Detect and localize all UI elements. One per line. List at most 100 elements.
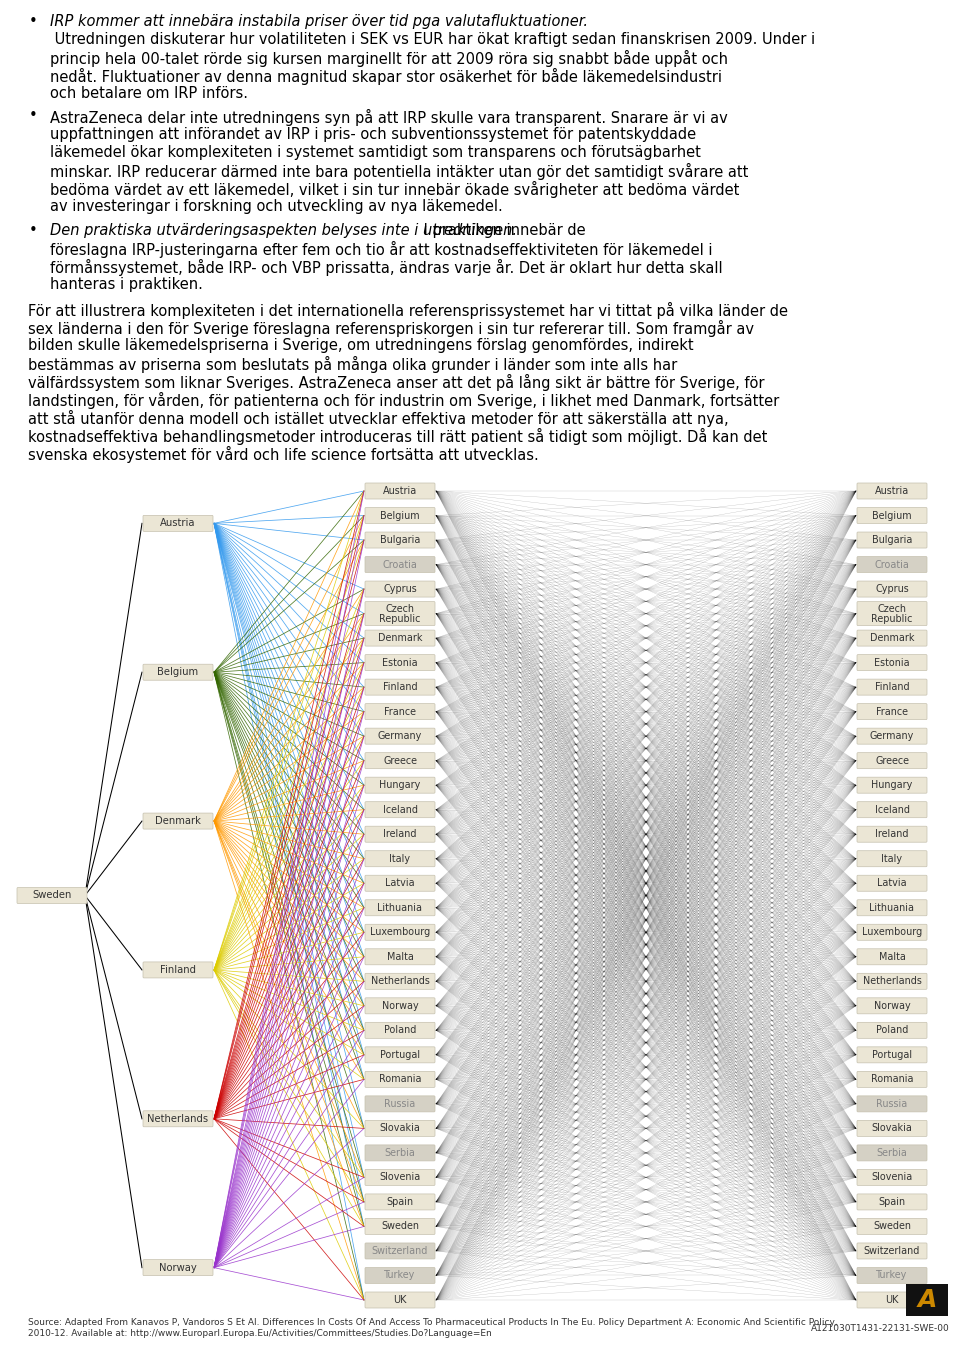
Text: Belgium: Belgium: [873, 511, 912, 521]
Text: Belgium: Belgium: [380, 511, 420, 521]
FancyBboxPatch shape: [143, 515, 213, 531]
Text: Netherlands: Netherlands: [863, 976, 922, 987]
Text: Russia: Russia: [384, 1099, 416, 1109]
FancyBboxPatch shape: [365, 483, 435, 499]
FancyBboxPatch shape: [365, 753, 435, 769]
Text: •: •: [29, 108, 37, 123]
Text: Latvia: Latvia: [877, 879, 907, 888]
Text: Germany: Germany: [378, 731, 422, 741]
Text: Norway: Norway: [382, 1000, 419, 1011]
Text: Romania: Romania: [379, 1075, 421, 1084]
FancyBboxPatch shape: [857, 602, 927, 626]
FancyBboxPatch shape: [365, 507, 435, 523]
Text: välfärdssystem som liknar Sveriges. AstraZeneca anser att det på lång sikt är bä: välfärdssystem som liknar Sveriges. Astr…: [28, 375, 764, 391]
Text: Netherlands: Netherlands: [148, 1114, 208, 1124]
FancyBboxPatch shape: [365, 1096, 435, 1111]
FancyBboxPatch shape: [857, 1121, 927, 1137]
Text: och betalare om IRP införs.: och betalare om IRP införs.: [50, 87, 248, 101]
Text: Lithuania: Lithuania: [377, 903, 422, 913]
FancyBboxPatch shape: [857, 483, 927, 499]
FancyBboxPatch shape: [857, 900, 927, 915]
FancyBboxPatch shape: [365, 900, 435, 915]
FancyBboxPatch shape: [365, 1242, 435, 1259]
Text: kostnadseffektiva behandlingsmetoder introduceras till rätt patient så tidigt so: kostnadseffektiva behandlingsmetoder int…: [28, 429, 767, 445]
FancyBboxPatch shape: [857, 1022, 927, 1038]
FancyBboxPatch shape: [906, 1284, 948, 1315]
FancyBboxPatch shape: [365, 679, 435, 695]
Text: Serbia: Serbia: [876, 1148, 907, 1157]
FancyBboxPatch shape: [857, 533, 927, 548]
Text: Iceland: Iceland: [875, 804, 909, 815]
Text: Malta: Malta: [387, 952, 414, 961]
Text: Utredningen diskuterar hur volatiliteten i SEK vs EUR har ökat kraftigt sedan fi: Utredningen diskuterar hur volatiliteten…: [50, 32, 815, 47]
FancyBboxPatch shape: [857, 875, 927, 891]
Text: Luxembourg: Luxembourg: [862, 927, 923, 937]
FancyBboxPatch shape: [857, 1242, 927, 1259]
FancyBboxPatch shape: [857, 850, 927, 867]
Text: Italy: Italy: [881, 853, 902, 864]
Text: •: •: [29, 14, 37, 28]
Text: Turkey: Turkey: [384, 1271, 416, 1280]
FancyBboxPatch shape: [365, 1145, 435, 1161]
Text: Finland: Finland: [160, 965, 196, 975]
FancyBboxPatch shape: [365, 1121, 435, 1137]
Text: Bulgaria: Bulgaria: [872, 535, 912, 545]
FancyBboxPatch shape: [857, 679, 927, 695]
Text: Italy: Italy: [390, 853, 411, 864]
Text: Czech
Republic: Czech Republic: [379, 603, 420, 623]
Text: Malta: Malta: [878, 952, 905, 961]
FancyBboxPatch shape: [857, 973, 927, 990]
Text: Estonia: Estonia: [382, 657, 418, 668]
Text: Austria: Austria: [160, 518, 196, 529]
FancyBboxPatch shape: [365, 557, 435, 572]
Text: Poland: Poland: [876, 1025, 908, 1036]
Text: Den praktiska utvärderingsaspekten belyses inte i utredningen.: Den praktiska utvärderingsaspekten belys…: [50, 223, 517, 238]
Text: att stå utanför denna modell och istället utvecklar effektiva metoder för att sä: att stå utanför denna modell och iställe…: [28, 410, 729, 427]
Text: nedåt. Fluktuationer av denna magnitud skapar stor osäkerhet för både läkemedels: nedåt. Fluktuationer av denna magnitud s…: [50, 68, 722, 85]
Text: minskar. IRP reducerar därmed inte bara potentiella intäkter utan gör det samtid: minskar. IRP reducerar därmed inte bara …: [50, 162, 749, 180]
Text: Finland: Finland: [875, 683, 909, 692]
Text: Austria: Austria: [875, 485, 909, 496]
Text: Switzerland: Switzerland: [372, 1247, 428, 1256]
Text: Slovenia: Slovenia: [872, 1172, 913, 1183]
Text: För att illustrera komplexiteten i det internationella referensprissystemet har : För att illustrera komplexiteten i det i…: [28, 301, 788, 319]
Text: Ireland: Ireland: [383, 829, 417, 840]
Text: hanteras i praktiken.: hanteras i praktiken.: [50, 277, 203, 292]
FancyBboxPatch shape: [857, 802, 927, 818]
Text: Serbia: Serbia: [385, 1148, 416, 1157]
FancyBboxPatch shape: [143, 1111, 213, 1126]
Text: läkemedel ökar komplexiteten i systemet samtidigt som transparens och förutsägba: läkemedel ökar komplexiteten i systemet …: [50, 145, 701, 160]
FancyBboxPatch shape: [17, 887, 87, 903]
FancyBboxPatch shape: [365, 875, 435, 891]
Text: France: France: [876, 707, 908, 717]
Text: princip hela 00-talet rörde sig kursen marginellt för att 2009 röra sig snabbt b: princip hela 00-talet rörde sig kursen m…: [50, 50, 728, 68]
Text: I praktiken innebär de: I praktiken innebär de: [419, 223, 586, 238]
FancyBboxPatch shape: [365, 826, 435, 842]
FancyBboxPatch shape: [143, 813, 213, 829]
FancyBboxPatch shape: [365, 850, 435, 867]
Text: Denmark: Denmark: [870, 633, 914, 644]
Text: Russia: Russia: [876, 1099, 907, 1109]
Text: Switzerland: Switzerland: [864, 1247, 921, 1256]
FancyBboxPatch shape: [365, 602, 435, 626]
Text: Denmark: Denmark: [156, 817, 201, 826]
FancyBboxPatch shape: [365, 654, 435, 671]
FancyBboxPatch shape: [857, 581, 927, 598]
Text: Norway: Norway: [159, 1263, 197, 1272]
Text: Slovenia: Slovenia: [379, 1172, 420, 1183]
Text: sex länderna i den för Sverige föreslagna referenspriskorgen i sin tur refererar: sex länderna i den för Sverige föreslagn…: [28, 320, 754, 337]
Text: Sweden: Sweden: [873, 1221, 911, 1232]
Text: uppfattningen att införandet av IRP i pris- och subventionssystemet för patentsk: uppfattningen att införandet av IRP i pr…: [50, 127, 696, 142]
FancyBboxPatch shape: [857, 925, 927, 940]
Text: •: •: [29, 223, 37, 238]
FancyBboxPatch shape: [857, 753, 927, 769]
FancyBboxPatch shape: [857, 1218, 927, 1234]
Text: UK: UK: [394, 1295, 407, 1305]
FancyBboxPatch shape: [365, 1267, 435, 1283]
Text: Hungary: Hungary: [872, 780, 913, 790]
FancyBboxPatch shape: [143, 1260, 213, 1276]
Text: IRP kommer att innebära instabila priser över tid pga valutafluktuationer.: IRP kommer att innebära instabila priser…: [50, 14, 588, 28]
Text: Cyprus: Cyprus: [876, 584, 909, 594]
Text: Sweden: Sweden: [381, 1221, 419, 1232]
Text: bilden skulle läkemedelspriserna i Sverige, om utredningens förslag genomfördes,: bilden skulle läkemedelspriserna i Sveri…: [28, 338, 694, 353]
